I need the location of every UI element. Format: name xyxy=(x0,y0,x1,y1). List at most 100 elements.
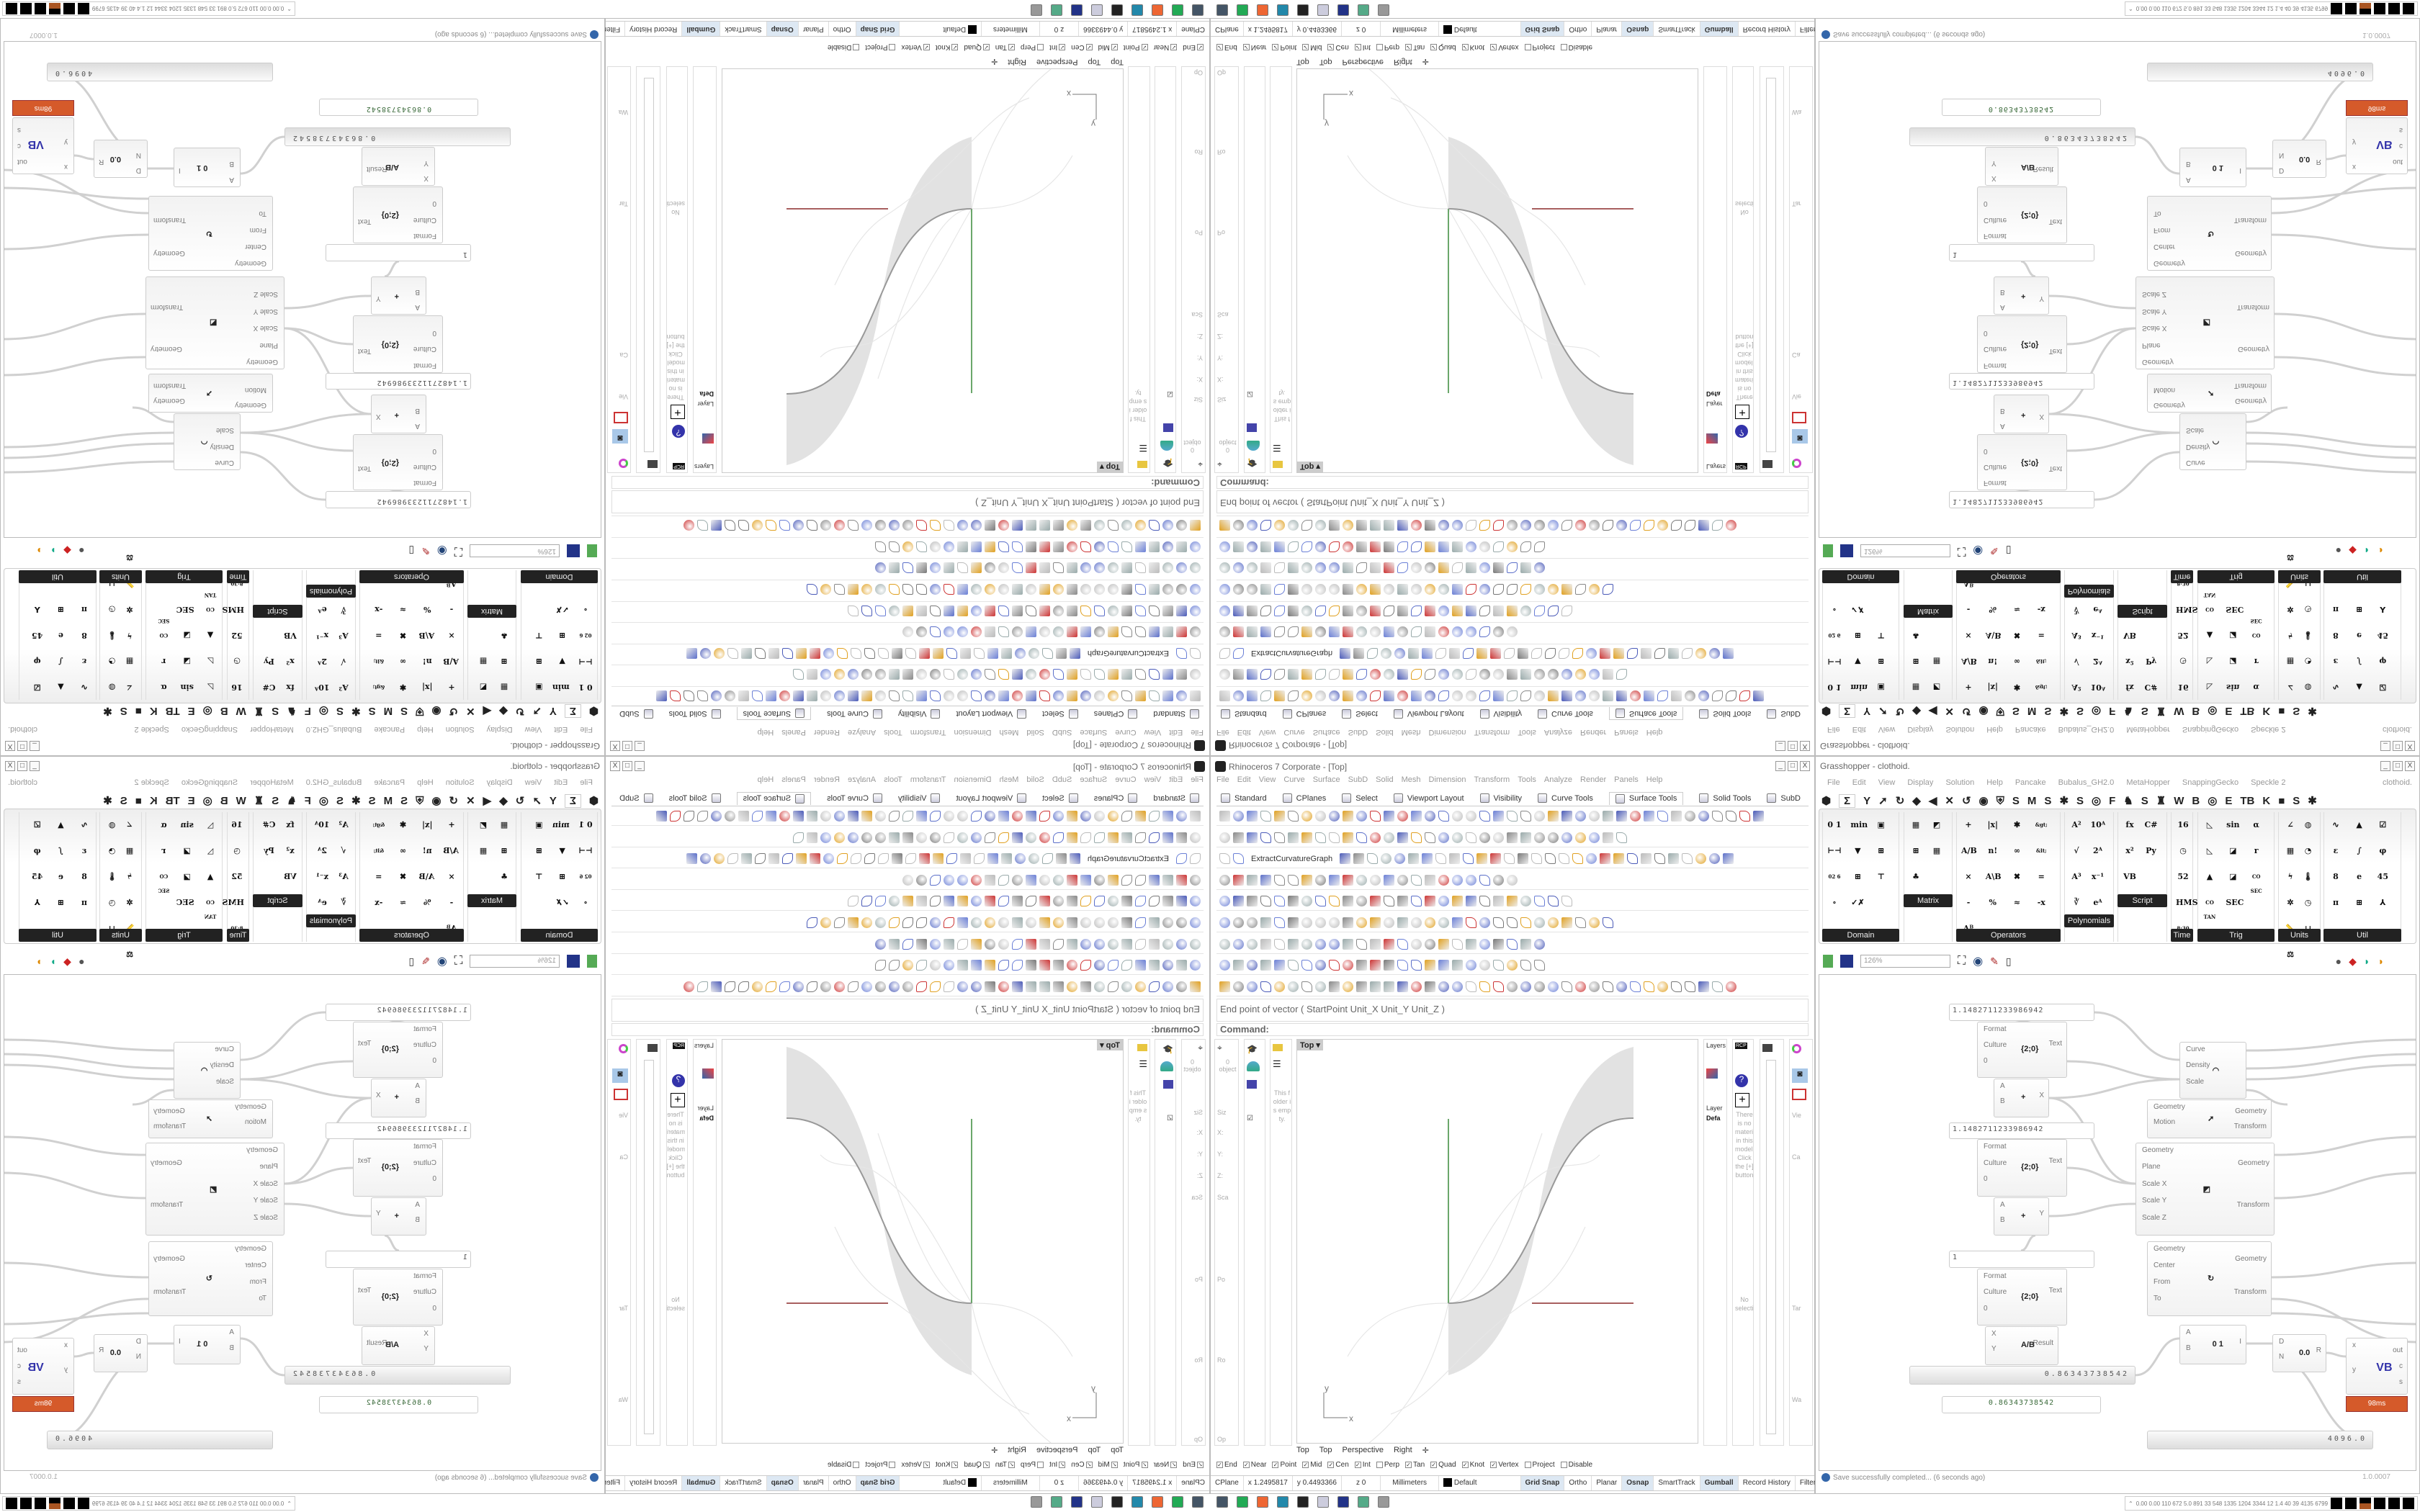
toolbar-tool-icon[interactable] xyxy=(1384,832,1394,843)
toolbar-tool-icon[interactable] xyxy=(1260,981,1271,992)
zoom-extents-icon[interactable]: ⛶ xyxy=(1958,545,1966,557)
toolbar-tool-icon[interactable] xyxy=(1233,605,1244,616)
toolbar-tool-icon[interactable] xyxy=(834,520,845,531)
gh-component-icon[interactable]: ⊞ xyxy=(2356,605,2363,614)
toolbar-tool-icon[interactable] xyxy=(1260,605,1271,616)
gh-component-format[interactable]: Format Culture 0 Text {2;0} xyxy=(353,315,443,373)
toolbar-tool-icon[interactable] xyxy=(727,853,738,865)
gh-menu-metahopper[interactable]: MetaHopper xyxy=(250,778,294,787)
output-text[interactable]: Text xyxy=(2048,1157,2062,1166)
toolbar-tool-icon[interactable] xyxy=(1039,626,1050,638)
gh-component-rotate-3d[interactable]: Geometry Center From To Geometry Transform ↻ xyxy=(2147,196,2272,271)
toolbar-tool-icon[interactable] xyxy=(752,520,763,531)
gh-component-icon[interactable]: ◪ xyxy=(2229,846,2237,855)
input-density[interactable]: Density xyxy=(210,1061,234,1070)
layer-icon[interactable] xyxy=(1706,433,1718,444)
toolbar-tool-icon[interactable] xyxy=(1561,605,1572,616)
input-geometry[interactable]: Geometry xyxy=(2154,1103,2185,1111)
input-0[interactable]: 0 xyxy=(1984,447,1988,455)
gh-group-label[interactable]: Trig xyxy=(2197,929,2275,942)
menu-render[interactable]: Render xyxy=(813,728,840,737)
toolbar-tool-icon[interactable] xyxy=(1247,541,1258,552)
toolbar-tool-icon[interactable] xyxy=(793,981,804,992)
gh-component-scale-nu[interactable]: Geometry Plane Scale X Scale Y Scale Z Geomet… xyxy=(145,276,284,369)
toolbar-tool-icon[interactable] xyxy=(1356,626,1367,638)
color-wheel-icon[interactable] xyxy=(1792,459,1801,468)
toolbar-tool-icon[interactable] xyxy=(1438,896,1449,907)
toolbar-tool-icon[interactable] xyxy=(1356,938,1367,950)
toolbar-tool-icon[interactable] xyxy=(1507,960,1518,971)
toolbar-tool-icon[interactable] xyxy=(957,896,968,907)
toolbar-tool-icon[interactable] xyxy=(1438,562,1449,574)
gh-component-icon[interactable]: 8 xyxy=(81,872,87,881)
toolbar-tool-icon[interactable] xyxy=(1397,960,1408,971)
toolbar-tool-icon[interactable] xyxy=(1425,520,1435,531)
preview-eye-icon[interactable]: ◉ xyxy=(1973,544,1984,557)
gh-component-icon[interactable]: ✖ xyxy=(2013,631,2021,640)
toolbar-tool-icon[interactable] xyxy=(930,896,941,907)
gh-tab-icon[interactable]: ◀ xyxy=(1928,795,1937,807)
toolbar-tool-icon[interactable] xyxy=(1343,690,1353,701)
input-scale-z[interactable]: Scale Z xyxy=(254,290,278,299)
toolbar-tool-icon[interactable] xyxy=(1534,938,1545,950)
gh-tab-icon[interactable]: B xyxy=(220,794,228,807)
toolbar-tool-icon[interactable] xyxy=(959,853,971,865)
gh-component-icon[interactable]: &lt; xyxy=(373,847,385,854)
output-out[interactable]: out xyxy=(2393,158,2403,166)
graduation-cap-icon[interactable]: 🎓 xyxy=(1247,458,1258,468)
toolbar-tool-icon[interactable] xyxy=(1260,917,1271,928)
gh-component-icon[interactable]: ◪ xyxy=(2229,657,2237,666)
menu-curve[interactable]: Curve xyxy=(1283,728,1305,737)
tab-solid-tools[interactable]: Solid Tools xyxy=(669,709,721,719)
gh-component-icon[interactable]: φ xyxy=(2379,657,2387,666)
menu-file[interactable]: File xyxy=(1216,775,1229,784)
toolbar-tool-icon[interactable] xyxy=(930,960,941,971)
gh-component-scale-nu[interactable]: Geometry Plane Scale X Scale Y Scale Z Geomet… xyxy=(2136,1143,2275,1236)
toolbar-tool-icon[interactable] xyxy=(875,562,886,574)
gh-component-icon[interactable]: ∛ xyxy=(341,898,346,907)
output-r[interactable]: R xyxy=(2316,157,2321,166)
toolbar-tool-icon[interactable] xyxy=(1518,647,1529,659)
gh-component-scale-nu[interactable]: Geometry Plane Scale X Scale Y Scale Z Geomet… xyxy=(145,1143,284,1236)
output-result[interactable]: Result xyxy=(367,165,387,174)
gh-tab-icon[interactable]: Y xyxy=(549,794,557,807)
gh-component-icon[interactable]: ∛ xyxy=(341,605,346,614)
menu-file[interactable]: File xyxy=(1191,728,1204,737)
gh-component-icon[interactable]: ∠ xyxy=(2287,683,2294,692)
checkbox[interactable] xyxy=(853,44,860,50)
output-s[interactable]: s xyxy=(2399,1378,2403,1387)
gh-component-icon[interactable]: ⊞ xyxy=(1912,657,1919,666)
checkbox[interactable] xyxy=(1037,44,1044,50)
toolbar-tool-icon[interactable] xyxy=(998,562,1009,574)
gh-component-icon[interactable]: min xyxy=(1850,820,1868,829)
toolbar-tool-icon[interactable] xyxy=(1493,874,1504,886)
toolbar-tool-icon[interactable] xyxy=(1493,896,1504,907)
status-toggle-gumball[interactable]: Gumball xyxy=(1700,22,1739,36)
toolbar-tool-icon[interactable] xyxy=(1343,520,1353,531)
gh-group-label[interactable]: Operators xyxy=(359,929,464,942)
gh-menu-solution[interactable]: Solution xyxy=(1945,725,1975,734)
graduation-cap-icon[interactable]: 🎓 xyxy=(1162,1044,1173,1054)
output-text[interactable]: Text xyxy=(2048,464,2062,473)
toolbar-tool-icon[interactable] xyxy=(820,584,831,595)
toolbar-tool-icon[interactable] xyxy=(1176,520,1187,531)
gh-menu-snappinggecko[interactable]: SnappingGecko xyxy=(181,725,238,734)
osnap-point[interactable]: ✓ Point xyxy=(1272,1461,1296,1469)
input-0[interactable]: 0 xyxy=(1984,328,1988,337)
toolbar-tool-icon[interactable] xyxy=(1356,669,1367,680)
toolbar-tool-icon[interactable] xyxy=(1712,811,1723,822)
toolbar-tool-icon[interactable] xyxy=(944,690,954,701)
toolbar-tool-icon[interactable] xyxy=(1479,584,1490,595)
toolbar-tool-icon[interactable] xyxy=(971,832,982,843)
toolbar-tool-icon[interactable] xyxy=(1561,584,1572,595)
toolbar-tool-icon[interactable] xyxy=(998,917,1009,928)
gh-menu-view[interactable]: View xyxy=(1878,778,1896,787)
command-line[interactable]: Command: xyxy=(611,1023,1204,1036)
gh-component-icon[interactable]: A/B xyxy=(443,846,459,855)
input-culture[interactable]: Culture xyxy=(1984,1041,2007,1049)
toolbar-tool-icon[interactable] xyxy=(1425,626,1435,638)
input-curve[interactable]: Curve xyxy=(215,1045,234,1053)
input-format[interactable]: Format xyxy=(1984,1272,2007,1280)
toolbar-tool-icon[interactable] xyxy=(1315,960,1326,971)
toolbar-tool-icon[interactable] xyxy=(944,874,954,886)
